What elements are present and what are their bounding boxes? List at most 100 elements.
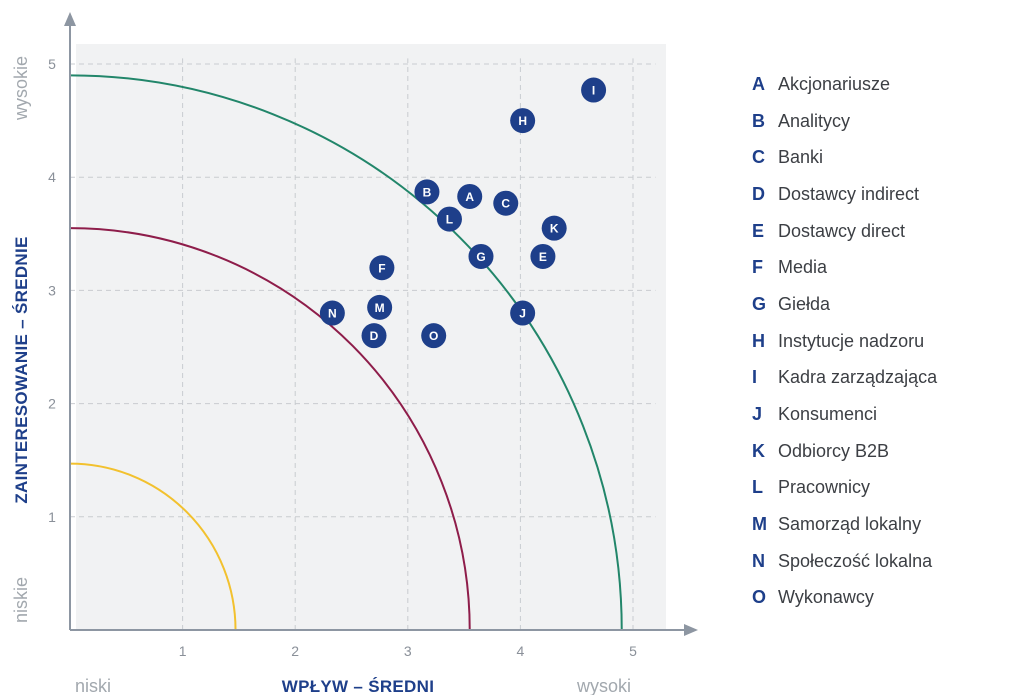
- data-point-label: N: [328, 307, 337, 321]
- legend-key: H: [752, 330, 765, 351]
- data-point-label: I: [592, 84, 595, 98]
- legend-key: M: [752, 514, 767, 535]
- legend-item: D Dostawcy indirect: [752, 176, 937, 213]
- legend-item: B Analitycy: [752, 103, 937, 140]
- legend-item: N Społeczość lokalna: [752, 543, 937, 580]
- data-point-label: H: [518, 114, 527, 128]
- x-tick-label: 3: [404, 643, 412, 659]
- data-point-label: M: [375, 301, 385, 315]
- data-point-b: B: [414, 179, 440, 205]
- legend-key: J: [752, 404, 763, 425]
- data-point-g: G: [468, 243, 494, 269]
- legend-key: G: [752, 293, 767, 314]
- y-axis-arrow: [64, 12, 76, 26]
- data-point-n: N: [319, 300, 345, 326]
- data-point-marker: [493, 190, 519, 216]
- x-high-label: wysoki: [576, 676, 631, 695]
- legend-label: Dostawcy indirect: [778, 183, 920, 204]
- y-tick-labels: 1 2 3 4 5: [48, 56, 56, 525]
- legend-key: C: [752, 147, 765, 168]
- y-axis-title: ZAINTERESOWANIE – ŚREDNIE: [12, 236, 31, 503]
- y-tick-label: 4: [48, 169, 56, 185]
- data-point-o: O: [421, 323, 447, 349]
- legend-key: N: [752, 550, 765, 571]
- legend-label: Samorząd lokalny: [778, 514, 922, 535]
- y-tick-label: 5: [48, 56, 56, 72]
- priority-arc: [70, 227, 471, 630]
- data-point-marker: [457, 183, 483, 209]
- legend-item: C Banki: [752, 139, 937, 176]
- legend-item: O Wykonawcy: [752, 580, 937, 617]
- priority-arc: [70, 74, 623, 630]
- data-point-label: O: [429, 329, 438, 343]
- y-tick-label: 2: [48, 396, 56, 412]
- legend-item: M Samorząd lokalny: [752, 506, 937, 543]
- x-low-label: niski: [75, 676, 111, 695]
- legend-label: Giełda: [778, 293, 831, 314]
- grid-lines: [70, 58, 656, 630]
- legend-item: K Odbiorcy B2B: [752, 433, 937, 470]
- data-point-a: A: [457, 183, 483, 209]
- x-tick-label: 5: [629, 643, 637, 659]
- data-point-marker: [436, 206, 462, 232]
- legend-key: F: [752, 257, 763, 278]
- legend-label: Akcjonariusze: [778, 73, 891, 94]
- data-point-marker: [510, 108, 536, 134]
- data-point-marker: [367, 294, 393, 320]
- y-low-label: niskie: [11, 577, 31, 623]
- legend-key: D: [752, 183, 765, 204]
- x-axis-title: WPŁYW – ŚREDNI: [282, 677, 435, 695]
- legend-label: Społeczość lokalna: [778, 550, 933, 571]
- legend-item: F Media: [752, 249, 937, 286]
- data-point-label: L: [446, 213, 453, 227]
- x-tick-label: 4: [517, 643, 525, 659]
- data-point-label: B: [423, 185, 432, 199]
- legend-label: Wykonawcy: [778, 587, 874, 608]
- legend-key: I: [752, 367, 758, 388]
- legend-label: Banki: [778, 147, 824, 168]
- data-point-h: H: [510, 108, 536, 134]
- legend: A Akcjonariusze B Analitycy C Banki D Do…: [752, 66, 937, 616]
- priority-arcs: [70, 74, 623, 630]
- data-point-c: C: [493, 190, 519, 216]
- data-point-d: D: [361, 323, 387, 349]
- y-high-label: wysokie: [11, 56, 31, 121]
- legend-label: Instytucje nadzoru: [778, 330, 925, 351]
- data-point-m: M: [367, 294, 393, 320]
- legend-key: O: [752, 587, 767, 608]
- legend-item: A Akcjonariusze: [752, 66, 937, 103]
- priority-arc: [70, 462, 237, 630]
- data-point-l: L: [436, 206, 462, 232]
- x-tick-label: 1: [179, 643, 187, 659]
- data-point-label: G: [476, 250, 485, 264]
- data-point-marker: [530, 243, 556, 269]
- data-point-label: K: [550, 222, 559, 236]
- y-tick-label: 1: [48, 509, 56, 525]
- data-point-marker: [319, 300, 345, 326]
- data-point-label: F: [378, 261, 385, 275]
- legend-key: A: [752, 73, 765, 94]
- x-tick-labels: 1 2 3 4 5: [179, 643, 637, 659]
- legend-item: L Pracownicy: [752, 470, 937, 507]
- x-tick-label: 2: [291, 643, 299, 659]
- legend-label: Pracownicy: [778, 477, 871, 498]
- legend-item: H Instytucje nadzoru: [752, 323, 937, 360]
- data-point-marker: [361, 323, 387, 349]
- data-points: A B C D E F G H I J K L M N O: [319, 77, 607, 349]
- data-point-marker: [369, 255, 395, 281]
- data-point-label: D: [370, 329, 379, 343]
- legend-item: G Giełda: [752, 286, 937, 323]
- data-point-marker: [421, 323, 447, 349]
- data-point-marker: [581, 77, 607, 103]
- data-point-label: J: [519, 307, 526, 321]
- legend-label: Kadra zarządzająca: [778, 367, 938, 388]
- legend-label: Odbiorcy B2B: [778, 440, 890, 461]
- data-point-marker: [468, 243, 494, 269]
- data-point-label: A: [465, 190, 474, 204]
- data-point-label: C: [501, 197, 510, 211]
- legend-key: E: [752, 220, 765, 241]
- legend-key: B: [752, 110, 765, 131]
- data-point-j: J: [510, 300, 536, 326]
- data-point-f: F: [369, 255, 395, 281]
